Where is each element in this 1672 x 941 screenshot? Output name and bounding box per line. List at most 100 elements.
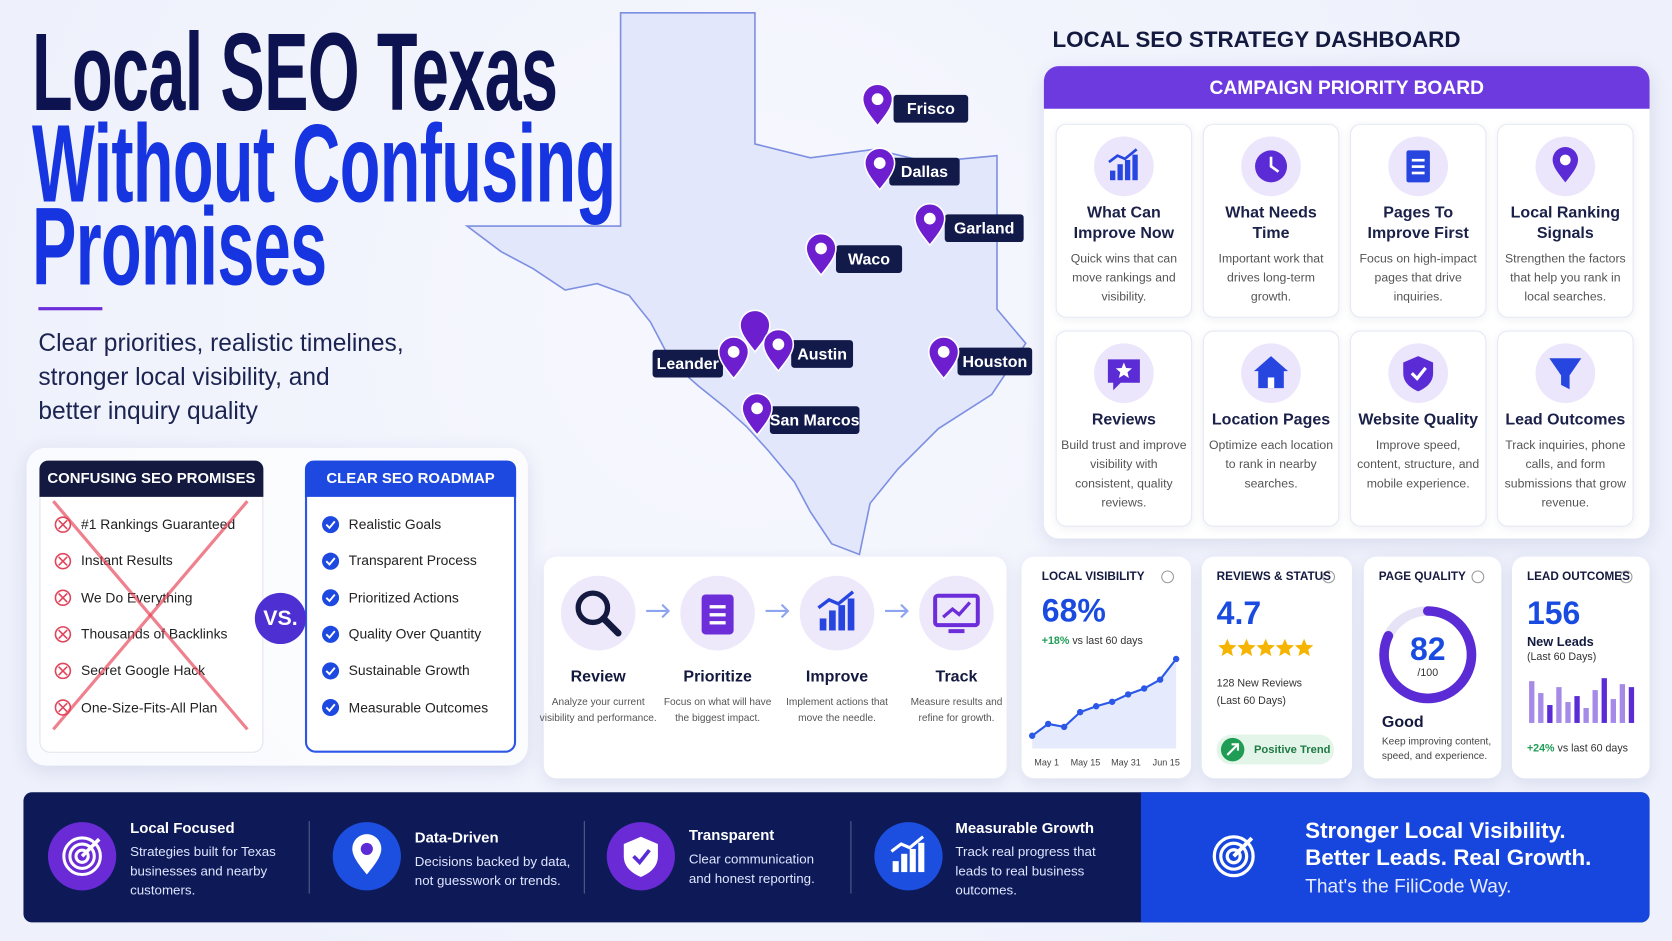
priority-card-description: Strengthen the factors that help you ran… (1504, 252, 1626, 304)
card-heading: CONFUSING SEO PROMISES (47, 469, 256, 487)
city-label: Frisco (907, 101, 955, 118)
priority-card-title: Lead Outcomes (1505, 410, 1626, 429)
map-pin-dot (727, 346, 740, 358)
metric-change-row: +24% vs last 60 days (1527, 743, 1628, 756)
roadmap-item: Prioritized Actions (348, 589, 459, 606)
icon-part (909, 848, 916, 873)
gauge-score: 82 (1409, 632, 1446, 668)
quality-note: Keep improving content, speed, and exper… (1381, 735, 1492, 763)
city-label-box (652, 349, 723, 378)
icon-part (632, 849, 651, 866)
icon-part (1132, 154, 1138, 181)
priority-card-text: Local Ranking Signals Strengthen the fact… (1502, 203, 1628, 307)
icon-part (62, 836, 102, 877)
icon-part (817, 590, 855, 610)
city-label: Garland (954, 221, 1014, 238)
priority-card-text: Reviews Build trust and improve visibilit… (1061, 409, 1187, 512)
check-icon (322, 662, 340, 680)
check-icon (322, 625, 340, 643)
closing-line: Stronger Local Visibility. (1305, 818, 1566, 844)
info-icon (1619, 570, 1633, 584)
icon-part (1124, 159, 1131, 181)
priority-card-description: Improve speed, content, structure, and m… (1357, 439, 1480, 491)
step-title: Improve (805, 667, 869, 686)
lead-bar (1556, 687, 1562, 723)
icon (890, 835, 925, 873)
icon-part (1225, 848, 1242, 865)
gauge-max: /100 (1417, 667, 1439, 680)
gauge-arc (1379, 606, 1477, 704)
feature-description: Track real progress that leads to real b… (955, 844, 1096, 898)
icon-circle (874, 822, 943, 891)
date-label: Jun 15 (1152, 757, 1180, 768)
date-label: May 15 (1070, 757, 1101, 768)
feature-description: Clear communication and honest reporting… (688, 851, 815, 887)
promise-item: We Do Everything (81, 589, 193, 606)
icon-part (575, 590, 611, 626)
priority-card-title: Reviews (1091, 410, 1156, 429)
check-icon (325, 703, 336, 713)
icon-part (1403, 356, 1434, 392)
icon-part (709, 613, 726, 617)
quality-grade: Good (1381, 713, 1424, 732)
trend-point (1140, 685, 1148, 692)
city-label-box (893, 94, 969, 123)
rating-star (1256, 638, 1275, 657)
x-icon (58, 519, 68, 530)
priority-card-description: Track inquiries, phone calls, and form s… (1504, 439, 1626, 510)
promise-item: Instant Results (81, 552, 173, 569)
date-label: May 1 (1034, 757, 1060, 768)
check-icon (325, 520, 336, 530)
metric-label: PAGE QUALITY (1378, 570, 1466, 584)
metric-label: REVIEWS & STATUS (1216, 570, 1331, 584)
icon-part (948, 629, 965, 634)
metric-card (1512, 556, 1650, 779)
city-label: San Marcos (770, 412, 860, 429)
board-title: CAMPAIGN PRIORITY BOARD (1209, 76, 1484, 99)
city-label: Dallas (901, 164, 948, 181)
city-label-box (835, 245, 903, 273)
process-arrow (765, 603, 790, 619)
icon-part (1267, 377, 1275, 389)
map-pin (914, 202, 946, 247)
city-label-box (944, 214, 1024, 243)
map-pin (861, 83, 894, 128)
icon-part (901, 853, 908, 873)
city-label: Austin (797, 346, 847, 363)
lead-bar (1583, 708, 1589, 723)
roadmap-item: Realistic Goals (348, 516, 442, 533)
priority-card-text: Website Quality Improve speed, content, s… (1355, 409, 1481, 493)
metric-label: LOCAL VISIBILITY (1041, 570, 1145, 584)
info-icon (1471, 570, 1485, 584)
priority-card-text: Location Pages Optimize each location to … (1208, 409, 1334, 493)
headline-line: Local SEO Texas (31, 10, 558, 135)
metric-unit: New Leads (1526, 634, 1594, 650)
icon-part (1115, 362, 1132, 379)
trend-badge-label: Positive Trend (1253, 743, 1331, 757)
roadmap-item: Sustainable Growth (348, 662, 470, 679)
priority-card-text: Lead Outcomes Track inquiries, phone call… (1502, 409, 1628, 512)
roadmap-item: Transparent Process (348, 552, 477, 569)
priority-card-text: Pages To Improve First Focus on high-impa… (1355, 203, 1481, 307)
icon (1406, 150, 1430, 183)
x-icon (58, 592, 68, 603)
metric-label: LEAD OUTCOMES (1526, 570, 1630, 584)
icon-part (1410, 366, 1427, 381)
trend-area (1032, 658, 1177, 749)
icon (1253, 356, 1289, 389)
icon (1549, 358, 1582, 390)
trend-point (1172, 655, 1180, 663)
roadmap-item: Measurable Outcomes (348, 698, 489, 715)
priority-board-header (1043, 66, 1650, 109)
priority-card-title: Pages To Improve First (1367, 203, 1469, 243)
metric-change-note: vs last 60 days (1072, 635, 1143, 648)
feature-title: Data-Driven (414, 828, 499, 846)
promise-item: One-Size-Fits-All Plan (81, 698, 218, 715)
vs-label: VS. (263, 606, 298, 631)
priority-card-description: Focus on high-impact pages that drive in… (1359, 252, 1477, 304)
icon-part (600, 615, 622, 637)
x-icon (58, 629, 68, 640)
step-description: Analyze your current visibility and perf… (539, 696, 657, 725)
metric-value: 68% (1041, 593, 1106, 630)
